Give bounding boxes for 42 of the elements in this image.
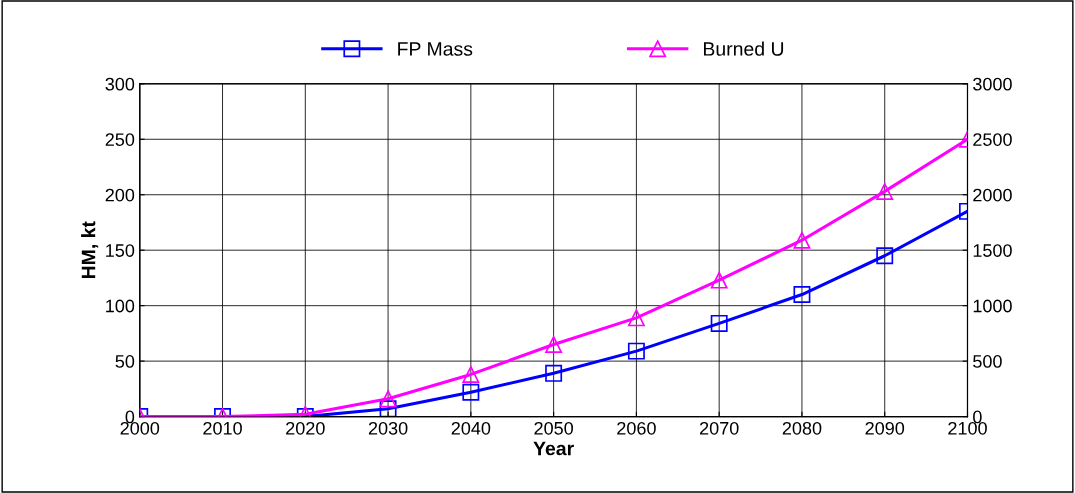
legend-label: Burned U <box>704 41 784 56</box>
point <box>545 364 563 382</box>
point <box>876 182 894 200</box>
point <box>710 271 728 289</box>
x-tick-label: 2010 <box>203 421 242 435</box>
point <box>627 342 645 360</box>
point <box>793 231 811 249</box>
y-tick-label: 300 <box>105 77 135 91</box>
point <box>876 247 894 265</box>
x-axis-title: Year <box>533 441 574 456</box>
x-tick-label: 2060 <box>617 421 656 435</box>
x-tick-label: 2080 <box>782 421 822 435</box>
y-tick-label: 150 <box>106 244 135 257</box>
point <box>627 309 645 327</box>
y2-tick-label: 2500 <box>973 133 1012 146</box>
x-tick-label: 2030 <box>368 421 408 435</box>
y-tick-label: 200 <box>105 188 135 202</box>
point <box>710 314 728 332</box>
x-tick-label: 2050 <box>534 421 573 435</box>
y2-tick-label: 1000 <box>973 299 1012 313</box>
point <box>379 390 397 408</box>
x-tick-label: 2100 <box>948 421 987 435</box>
y2-tick-label: 0 <box>973 410 982 424</box>
x-tick-label: 2070 <box>700 421 739 435</box>
y2-tick-label: 1500 <box>973 244 1012 257</box>
y-tick-label: 100 <box>106 299 135 313</box>
x-tick-label: 2000 <box>120 421 160 435</box>
y-tick-label: 0 <box>125 410 135 424</box>
point <box>462 365 480 383</box>
y-axis-title: HM, kt <box>81 221 99 279</box>
x-tick-label: 2090 <box>865 421 905 435</box>
point <box>462 383 480 401</box>
y2-tick-label: 500 <box>973 355 1002 368</box>
x-tick-label: 2020 <box>286 421 325 435</box>
y-tick-label: 50 <box>115 355 135 368</box>
y2-tick-label: 2000 <box>973 188 1012 202</box>
y-tick-label: 250 <box>105 133 135 146</box>
point <box>793 286 811 304</box>
legend-label: FP Mass <box>398 42 473 56</box>
y2-tick-label: 3000 <box>973 77 1012 91</box>
x-tick-label: 2040 <box>451 421 491 435</box>
point <box>545 336 563 353</box>
